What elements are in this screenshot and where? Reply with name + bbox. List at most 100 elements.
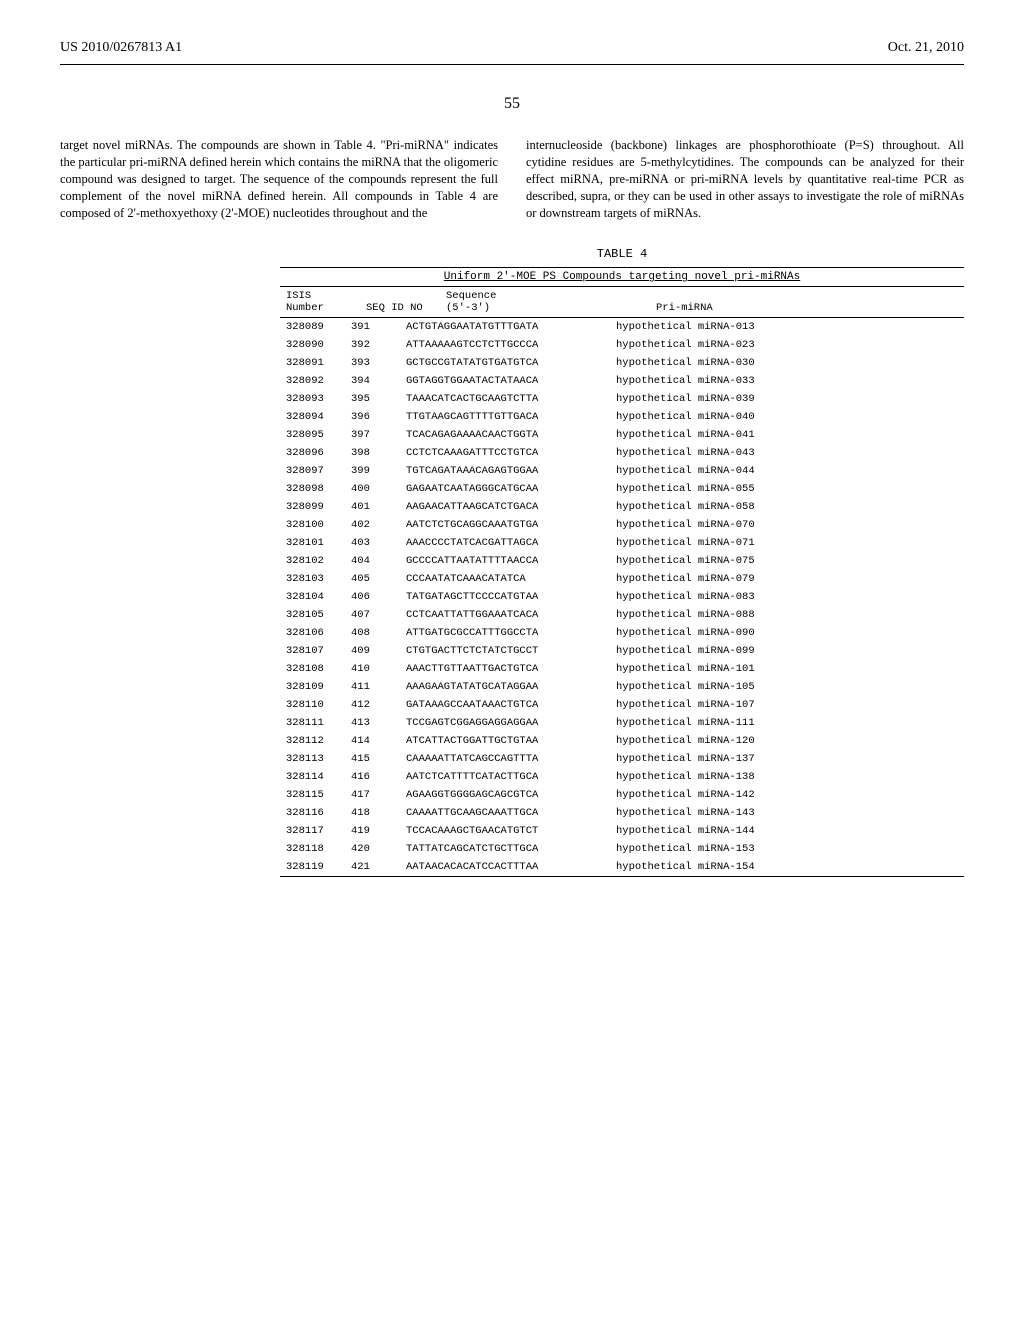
right-column: internucleoside (backbone) linkages are … xyxy=(526,137,964,221)
cell-seqid: 396 xyxy=(351,411,406,423)
cell-seqid: 394 xyxy=(351,375,406,387)
table-row: 328107409CTGTGACTTCTCTATCTGCCThypothetic… xyxy=(280,642,964,660)
cell-isis: 328105 xyxy=(286,609,351,621)
cell-sequence: AAGAACATTAAGCATCTGACA xyxy=(406,501,616,513)
cell-isis: 328118 xyxy=(286,843,351,855)
cell-seqid: 419 xyxy=(351,825,406,837)
cell-seqid: 402 xyxy=(351,519,406,531)
cell-pri: hypothetical miRNA-040 xyxy=(616,411,958,423)
th-sequence: Sequence (5'-3') xyxy=(446,290,656,314)
cell-pri: hypothetical miRNA-105 xyxy=(616,681,958,693)
cell-pri: hypothetical miRNA-083 xyxy=(616,591,958,603)
table-4: TABLE 4 Uniform 2'-MOE PS Compounds targ… xyxy=(280,247,964,877)
cell-seqid: 414 xyxy=(351,735,406,747)
page: US 2010/0267813 A1 Oct. 21, 2010 55 targ… xyxy=(0,0,1024,917)
cell-isis: 328101 xyxy=(286,537,351,549)
cell-seqid: 400 xyxy=(351,483,406,495)
cell-sequence: GAGAATCAATAGGGCATGCAA xyxy=(406,483,616,495)
cell-pri: hypothetical miRNA-099 xyxy=(616,645,958,657)
cell-sequence: AAACCCCTATCACGATTAGCA xyxy=(406,537,616,549)
cell-sequence: CAAAAATTATCAGCCAGTTTA xyxy=(406,753,616,765)
cell-sequence: AATCTCATTTTCATACTTGCA xyxy=(406,771,616,783)
cell-seqid: 405 xyxy=(351,573,406,585)
table-row: 328096398CCTCTCAAAGATTTCCTGTCAhypothetic… xyxy=(280,444,964,462)
cell-sequence: ATCATTACTGGATTGCTGTAA xyxy=(406,735,616,747)
cell-isis: 328100 xyxy=(286,519,351,531)
cell-isis: 328096 xyxy=(286,447,351,459)
cell-seqid: 417 xyxy=(351,789,406,801)
cell-sequence: ATTAAAAAGTCCTCTTGCCCA xyxy=(406,339,616,351)
cell-pri: hypothetical miRNA-090 xyxy=(616,627,958,639)
table-row: 328108410AAACTTGTTAATTGACTGTCAhypothetic… xyxy=(280,660,964,678)
table-row: 328090392ATTAAAAAGTCCTCTTGCCCAhypothetic… xyxy=(280,336,964,354)
th-isis: ISIS Number xyxy=(286,290,366,314)
cell-seqid: 397 xyxy=(351,429,406,441)
cell-seqid: 415 xyxy=(351,753,406,765)
cell-isis: 328115 xyxy=(286,789,351,801)
left-column: target novel miRNAs. The compounds are s… xyxy=(60,137,498,221)
cell-pri: hypothetical miRNA-044 xyxy=(616,465,958,477)
cell-pri: hypothetical miRNA-058 xyxy=(616,501,958,513)
cell-sequence: ACTGTAGGAATATGTTTGATA xyxy=(406,321,616,333)
cell-sequence: GGTAGGTGGAATACTATAACA xyxy=(406,375,616,387)
cell-seqid: 421 xyxy=(351,861,406,873)
cell-pri: hypothetical miRNA-041 xyxy=(616,429,958,441)
cell-isis: 328091 xyxy=(286,357,351,369)
cell-pri: hypothetical miRNA-030 xyxy=(616,357,958,369)
cell-isis: 328090 xyxy=(286,339,351,351)
table-row: 328112414ATCATTACTGGATTGCTGTAAhypothetic… xyxy=(280,732,964,750)
cell-sequence: TAAACATCACTGCAAGTCTTA xyxy=(406,393,616,405)
table-row: 328113415CAAAAATTATCAGCCAGTTTAhypothetic… xyxy=(280,750,964,768)
table-row: 328089391ACTGTAGGAATATGTTTGATAhypothetic… xyxy=(280,318,964,336)
cell-isis: 328092 xyxy=(286,375,351,387)
cell-seqid: 420 xyxy=(351,843,406,855)
cell-isis: 328099 xyxy=(286,501,351,513)
cell-isis: 328116 xyxy=(286,807,351,819)
cell-pri: hypothetical miRNA-088 xyxy=(616,609,958,621)
table-row: 328106408ATTGATGCGCCATTTGGCCTAhypothetic… xyxy=(280,624,964,642)
cell-pri: hypothetical miRNA-055 xyxy=(616,483,958,495)
cell-pri: hypothetical miRNA-137 xyxy=(616,753,958,765)
cell-isis: 328102 xyxy=(286,555,351,567)
cell-seqid: 411 xyxy=(351,681,406,693)
cell-sequence: AAAGAAGTATATGCATAGGAA xyxy=(406,681,616,693)
cell-pri: hypothetical miRNA-075 xyxy=(616,555,958,567)
cell-isis: 328111 xyxy=(286,717,351,729)
publication-number: US 2010/0267813 A1 xyxy=(60,40,182,56)
cell-pri: hypothetical miRNA-070 xyxy=(616,519,958,531)
table-title: Uniform 2'-MOE PS Compounds targeting no… xyxy=(280,268,964,287)
cell-seqid: 401 xyxy=(351,501,406,513)
cell-seqid: 391 xyxy=(351,321,406,333)
cell-seqid: 406 xyxy=(351,591,406,603)
table-row: 328097399TGTCAGATAAACAGAGTGGAAhypothetic… xyxy=(280,462,964,480)
cell-isis: 328098 xyxy=(286,483,351,495)
table-row: 328091393GCTGCCGTATATGTGATGTCAhypothetic… xyxy=(280,354,964,372)
th-seq-2: (5'-3') xyxy=(446,302,656,314)
cell-isis: 328094 xyxy=(286,411,351,423)
table-row: 328105407CCTCAATTATTGGAAATCACAhypothetic… xyxy=(280,606,964,624)
cell-isis: 328117 xyxy=(286,825,351,837)
cell-sequence: CCTCAATTATTGGAAATCACA xyxy=(406,609,616,621)
cell-sequence: CCTCTCAAAGATTTCCTGTCA xyxy=(406,447,616,459)
cell-pri: hypothetical miRNA-120 xyxy=(616,735,958,747)
cell-isis: 328106 xyxy=(286,627,351,639)
cell-seqid: 395 xyxy=(351,393,406,405)
cell-pri: hypothetical miRNA-071 xyxy=(616,537,958,549)
cell-sequence: TCACAGAGAAAACAACTGGTA xyxy=(406,429,616,441)
cell-pri: hypothetical miRNA-107 xyxy=(616,699,958,711)
cell-seqid: 418 xyxy=(351,807,406,819)
cell-pri: hypothetical miRNA-111 xyxy=(616,717,958,729)
cell-sequence: TCCACAAAGCTGAACATGTCT xyxy=(406,825,616,837)
table-row: 328100402AATCTCTGCAGGCAAATGTGAhypothetic… xyxy=(280,516,964,534)
cell-sequence: AATCTCTGCAGGCAAATGTGA xyxy=(406,519,616,531)
body-columns: target novel miRNAs. The compounds are s… xyxy=(60,137,964,221)
cell-sequence: AATAACACACATCCACTTTAA xyxy=(406,861,616,873)
cell-isis: 328097 xyxy=(286,465,351,477)
cell-pri: hypothetical miRNA-143 xyxy=(616,807,958,819)
table-row: 328118420TATTATCAGCATCTGCTTGCAhypothetic… xyxy=(280,840,964,858)
th-seq-1: Sequence xyxy=(446,290,656,302)
cell-isis: 328114 xyxy=(286,771,351,783)
cell-sequence: TTGTAAGCAGTTTTGTTGACA xyxy=(406,411,616,423)
cell-pri: hypothetical miRNA-154 xyxy=(616,861,958,873)
cell-pri: hypothetical miRNA-043 xyxy=(616,447,958,459)
